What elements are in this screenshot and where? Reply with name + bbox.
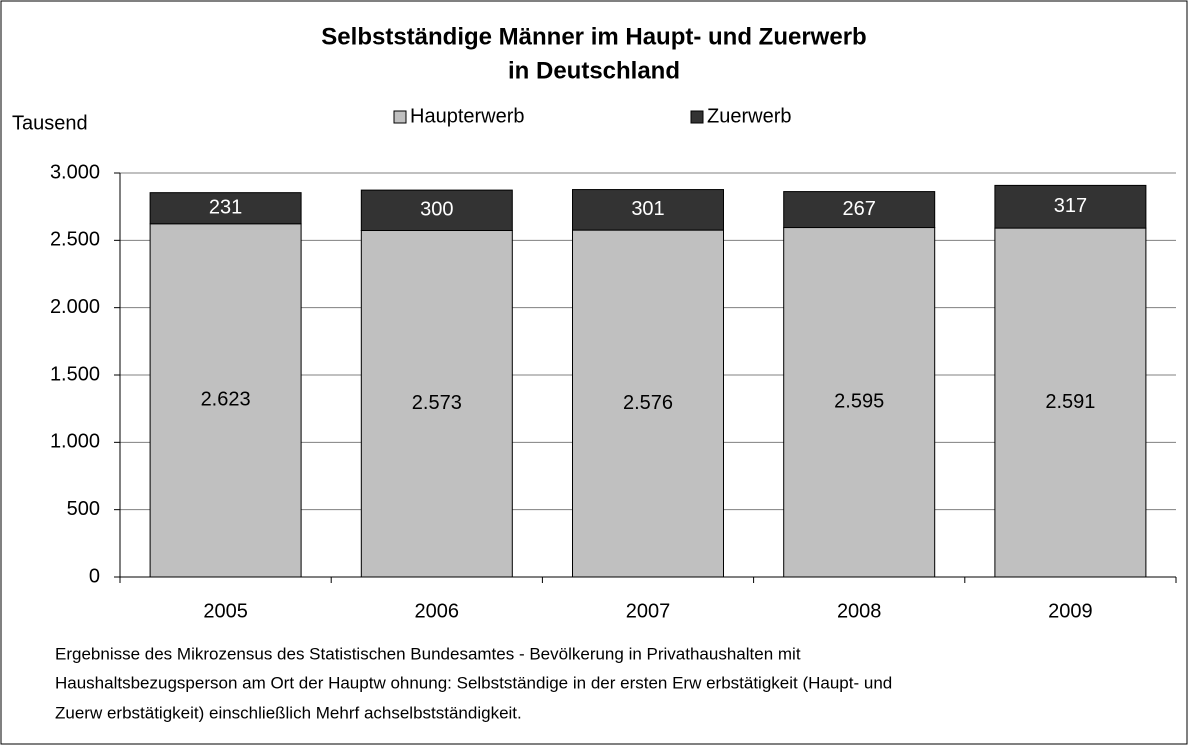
bar-segment [994,227,1147,578]
x-tick-label: 2009 [1048,600,1093,622]
y-axis-label: Tausend [12,112,88,134]
bar-segment [783,191,936,229]
legend-swatch [690,110,704,124]
bar-segment [360,189,513,232]
bar-segment [149,192,302,225]
data-label: 300 [420,199,453,221]
data-label: 231 [209,196,242,218]
bar-segment [572,189,724,231]
bar-segment [783,227,936,578]
bar-segment [994,184,1147,229]
x-tick-label: 2007 [626,600,671,622]
data-label: 2.576 [623,392,673,414]
data-label: 2.623 [201,389,251,411]
data-label: 317 [1054,195,1087,217]
footnote: Ergebnisse des Mikrozensus des Statistis… [55,644,801,663]
y-tick-label: 0 [89,565,100,587]
y-tick-label: 500 [67,498,100,520]
bar-segment [149,223,302,578]
x-tick-label: 2006 [415,600,460,622]
footnote: Haushaltsbezugsperson am Ort der Hauptw … [55,673,892,692]
data-label: 2.591 [1045,391,1095,413]
x-tick-label: 2008 [837,600,882,622]
y-tick-label: 2.000 [50,296,100,318]
y-tick-label: 1.500 [50,363,100,385]
y-tick-label: 1.000 [50,431,100,453]
footnote: Zuerw erbstätigkeit) einschließlich Mehr… [55,703,522,722]
data-label: 301 [631,198,664,220]
data-label: 2.595 [834,391,884,413]
chart-title: in Deutschland [508,57,680,84]
legend-label: Zuerwerb [707,105,791,127]
bar-segment [572,229,724,578]
data-label: 2.573 [412,392,462,414]
y-tick-label: 2.500 [50,229,100,251]
y-tick-label: 3.000 [50,161,100,183]
legend-swatch [393,110,407,124]
data-label: 267 [843,198,876,220]
legend-label: Haupterwerb [410,105,525,127]
x-tick-label: 2005 [203,600,248,622]
chart-title: Selbstständige Männer im Haupt- und Zuer… [321,23,866,50]
